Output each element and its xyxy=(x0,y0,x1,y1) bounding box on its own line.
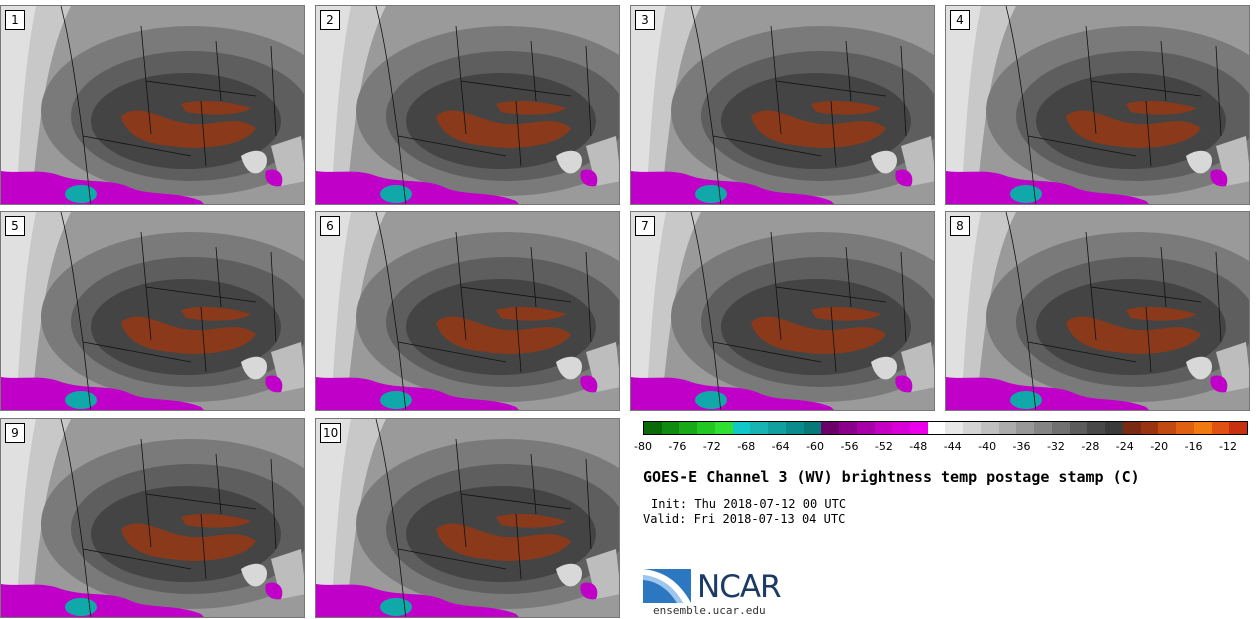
map-image xyxy=(631,212,934,410)
colorbar-tick-label: -64 xyxy=(771,440,790,453)
colorbar-swatch xyxy=(1087,422,1106,434)
colorbar-swatch xyxy=(856,422,875,434)
colorbar-tick-label: -52 xyxy=(874,440,893,453)
colorbar-swatch xyxy=(874,422,893,434)
colorbar-tick-label: -40 xyxy=(978,440,997,453)
colorbar-swatch xyxy=(1122,422,1141,434)
colorbar-swatch xyxy=(945,422,964,434)
colorbar-swatch xyxy=(892,422,911,434)
colorbar-swatch xyxy=(732,422,751,434)
colorbar-swatch xyxy=(1069,422,1088,434)
panel-number: 2 xyxy=(320,10,340,30)
map-image xyxy=(946,212,1249,410)
colorbar-tick-label: -60 xyxy=(806,440,825,453)
map-panel-2: 2 xyxy=(315,5,620,205)
colorbar-swatch xyxy=(839,422,857,434)
colorbar-swatch xyxy=(963,422,981,434)
colorbar-swatch xyxy=(980,422,999,434)
colorbar-tick-label: -32 xyxy=(1046,440,1065,453)
ncar-logo xyxy=(643,563,793,605)
colorbar-swatch xyxy=(1176,422,1194,434)
colorbar-swatch xyxy=(1193,422,1212,434)
colorbar-tick-label: -76 xyxy=(668,440,687,453)
colorbar-swatch xyxy=(1158,422,1177,434)
colorbar-swatch xyxy=(697,422,715,434)
map-panel-6: 6 xyxy=(315,211,620,411)
colorbar-tick-label: -28 xyxy=(1081,440,1100,453)
map-image xyxy=(1,419,304,617)
map-image xyxy=(631,6,934,204)
panel-number: 9 xyxy=(5,423,25,443)
colorbar-swatch xyxy=(644,422,662,434)
valid-time: Valid: Fri 2018-07-13 04 UTC xyxy=(643,512,846,526)
colorbar-tick-label: -72 xyxy=(702,440,721,453)
init-time: Init: Thu 2018-07-12 00 UTC xyxy=(651,497,847,511)
colorbar-swatch xyxy=(1140,422,1159,434)
panel-number: 8 xyxy=(950,216,970,236)
panel-number: 1 xyxy=(5,10,25,30)
colorbar-swatch xyxy=(1211,422,1230,434)
colorbar-swatch xyxy=(803,422,822,434)
colorbar-tick-label: -24 xyxy=(1115,440,1134,453)
colorbar-tick-label: -56 xyxy=(840,440,859,453)
colorbar-swatch xyxy=(910,422,928,434)
map-panel-10: 10 xyxy=(315,418,620,618)
colorbar-tick-label: -16 xyxy=(1184,440,1203,453)
map-image xyxy=(316,212,619,410)
colorbar-tick-label: -36 xyxy=(1012,440,1031,453)
map-panel-5: 5 xyxy=(0,211,305,411)
colorbar-swatch xyxy=(714,422,733,434)
logo-url: ensemble.ucar.edu xyxy=(653,604,766,617)
colorbar-swatch xyxy=(1229,422,1247,434)
colorbar-swatch xyxy=(785,422,804,434)
colorbar-tick-label: -48 xyxy=(909,440,928,453)
colorbar-swatch xyxy=(927,422,946,434)
map-panel-7: 7 xyxy=(630,211,935,411)
logo-text: NCAR xyxy=(697,569,782,605)
colorbar-swatch xyxy=(1016,422,1035,434)
colorbar xyxy=(643,421,1248,435)
colorbar-swatch xyxy=(768,422,786,434)
colorbar-swatch xyxy=(1051,422,1070,434)
panel-number: 7 xyxy=(635,216,655,236)
colorbar-swatch xyxy=(750,422,769,434)
map-panel-9: 9 xyxy=(0,418,305,618)
colorbar-swatch xyxy=(661,422,680,434)
map-panel-8: 8 xyxy=(945,211,1250,411)
colorbar-tick-label: -68 xyxy=(737,440,756,453)
colorbar-swatch xyxy=(1105,422,1123,434)
colorbar-swatch xyxy=(679,422,698,434)
colorbar-swatch xyxy=(821,422,840,434)
colorbar-ticks: -80 -76 -72 -68 -64 -60 -56 -52 -48 -44 -40 -36 -32 -… xyxy=(634,440,1248,456)
panel-number: 6 xyxy=(320,216,340,236)
panel-number: 10 xyxy=(320,423,342,443)
figure-title: GOES-E Channel 3 (WV) brightness temp po… xyxy=(643,468,1140,486)
colorbar-swatch xyxy=(998,422,1017,434)
panel-number: 3 xyxy=(635,10,655,30)
colorbar-tick-label: -12 xyxy=(1219,440,1237,453)
panel-number: 5 xyxy=(5,216,25,236)
map-panel-3: 3 xyxy=(630,5,935,205)
colorbar-tick-label: -20 xyxy=(1150,440,1169,453)
map-image xyxy=(1,212,304,410)
map-image xyxy=(316,419,619,617)
map-panel-1: 1 xyxy=(0,5,305,205)
colorbar-tick-label: -80 xyxy=(634,440,652,453)
map-image xyxy=(946,6,1249,204)
map-image xyxy=(316,6,619,204)
map-image xyxy=(1,6,304,204)
colorbar-tick-label: -44 xyxy=(943,440,962,453)
colorbar-swatch xyxy=(1034,422,1052,434)
ncar-logo-icon xyxy=(643,569,691,603)
map-panel-4: 4 xyxy=(945,5,1250,205)
panel-number: 4 xyxy=(950,10,970,30)
